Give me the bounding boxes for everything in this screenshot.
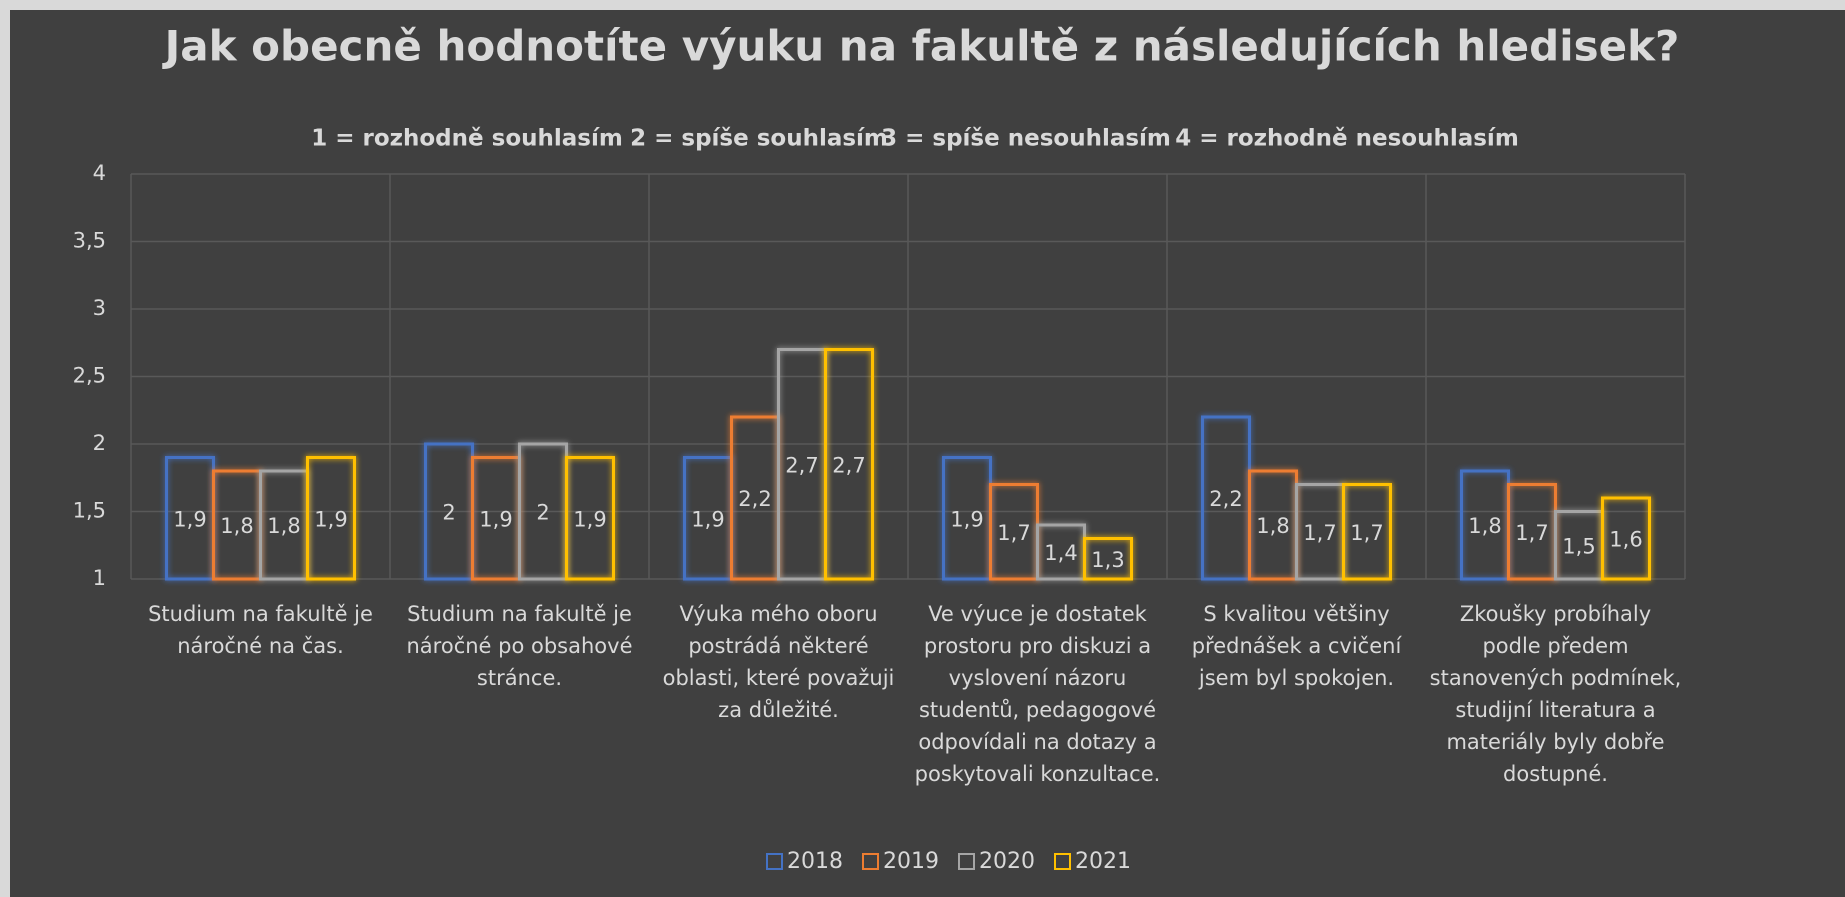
data-label: 1,5 [1562,534,1595,558]
legend-label: 2020 [979,849,1035,874]
data-label: 1,6 [1609,528,1642,552]
legend-label: 2019 [883,849,939,874]
data-label: 1,3 [1091,548,1124,572]
legend-swatch [862,853,879,870]
data-label: 1,8 [220,514,253,538]
y-tick-label: 1,5 [73,499,106,523]
data-label: 1,9 [173,507,206,531]
data-label: 2 [442,501,455,525]
data-label: 2 [536,501,549,525]
y-tick-label: 3,5 [73,229,106,253]
x-tick-label: Zkoušky probíhaly podle předem stanovený… [1429,602,1682,786]
legend-swatch [766,853,783,870]
y-tick-label: 2 [93,431,106,455]
data-label: 1,7 [1515,521,1548,545]
data-label: 1,9 [573,507,606,531]
bar [565,456,615,581]
legend-swatch [958,853,975,870]
data-label: 1,4 [1044,541,1077,565]
chart-title: Jak obecně hodnotíte výuku na fakultě z … [162,22,1680,71]
y-tick-label: 4 [93,161,106,185]
legend-label: 2018 [787,849,843,874]
legend-swatch [1054,853,1071,870]
bar [1342,483,1392,581]
data-label: 1,9 [950,507,983,531]
bar [824,348,874,581]
x-tick-label: Studium na fakultě je náročné na čas. [148,602,373,658]
data-label: 1,7 [1350,521,1383,545]
data-label: 2,2 [738,487,771,511]
x-tick-label: Studium na fakultě je náročné po obsahov… [406,602,633,690]
bar [306,456,356,581]
data-label: 1,8 [1468,514,1501,538]
subtitle: 2 = spíše souhlasím [630,126,888,152]
x-tick-label: Výuka mého oboru postrádá některé oblast… [662,602,895,722]
y-tick-label: 2,5 [73,364,106,388]
data-label: 1,9 [479,507,512,531]
data-label: 1,9 [314,507,347,531]
legend-label: 2021 [1075,849,1131,874]
x-tick-label: S kvalitou většiny přednášek a cvičení j… [1191,602,1402,690]
data-label: 2,7 [832,453,865,477]
subtitle: 3 = spíše nesouhlasím [881,126,1171,152]
data-label: 1,7 [1303,521,1336,545]
data-label: 2,7 [785,453,818,477]
data-label: 1,9 [691,507,724,531]
bar [1083,537,1133,581]
y-tick-label: 3 [93,296,106,320]
x-tick-label: Ve výuce je dostatek prostoru pro diskuz… [914,602,1161,786]
subtitle: 4 = rozhodně nesouhlasím [1175,126,1519,152]
data-label: 1,8 [1256,514,1289,538]
data-label: 1,7 [997,521,1030,545]
data-label: 2,2 [1209,487,1242,511]
bar [1601,496,1651,581]
data-label: 1,8 [267,514,300,538]
chart-background [10,10,1845,897]
subtitle: 1 = rozhodně souhlasím [311,126,623,152]
y-tick-label: 1 [93,566,106,590]
